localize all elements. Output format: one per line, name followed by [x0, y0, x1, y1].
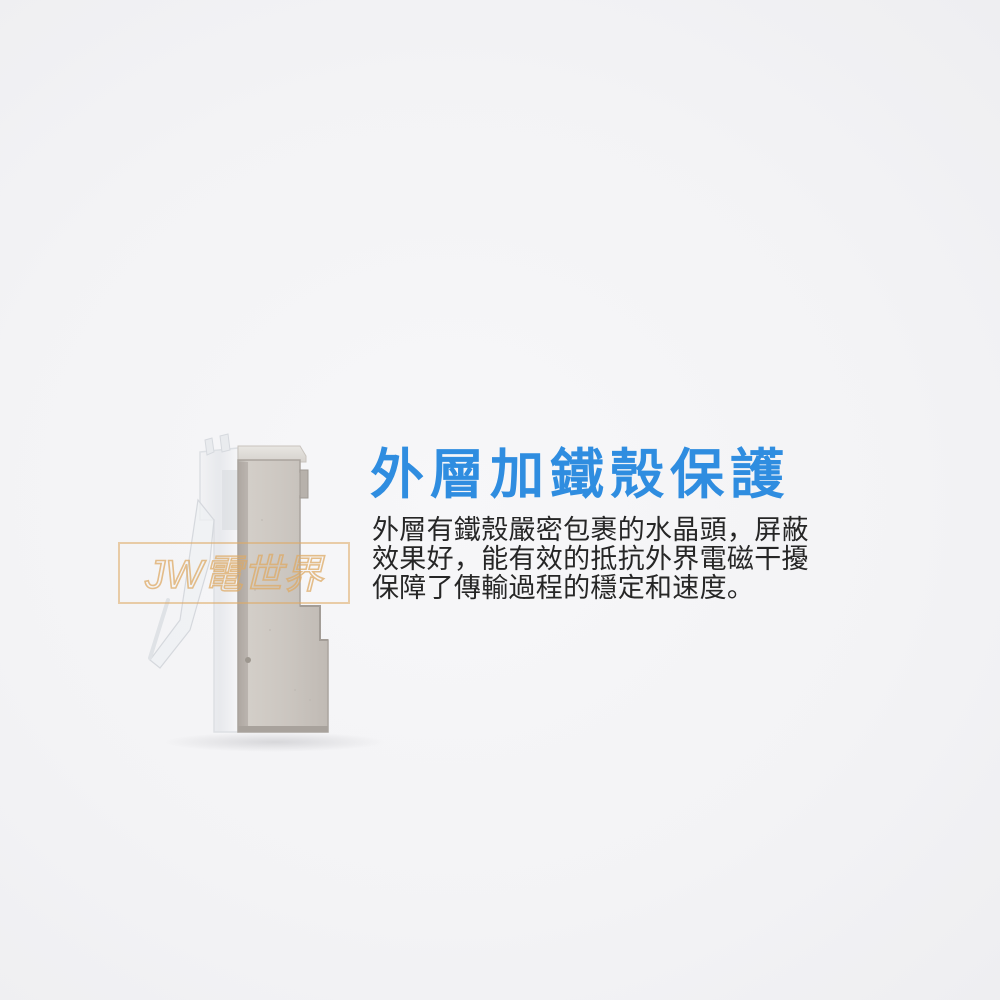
description-line: 保障了傳輸過程的穩定和速度。	[372, 573, 755, 604]
description-line: 效果好，能有效的抵抗外界電磁干擾	[372, 544, 809, 575]
watermark-text: JW電世界	[144, 553, 325, 597]
watermark-logo: JW電世界	[143, 552, 325, 598]
jw-shop-watermark: JW電世界	[118, 542, 350, 604]
description-line: 外層有鐵殼嚴密包裹的水晶頭，屏蔽	[372, 515, 809, 546]
feature-description: 外層有鐵殼嚴密包裹的水晶頭，屏蔽 效果好，能有效的抵抗外界電磁干擾 保障了傳輸過…	[372, 516, 872, 603]
feature-heading: 外層加鐵殼保護	[370, 443, 790, 506]
